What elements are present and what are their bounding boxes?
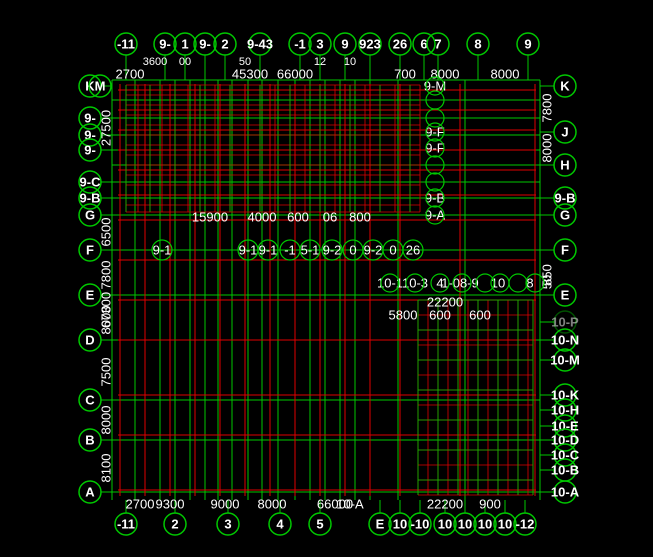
grid-bubble-label: -10 <box>411 517 430 532</box>
grid-bubble-label: -1 <box>294 37 306 52</box>
grid-bubble-label: 10-N <box>551 333 579 348</box>
grid-bubble-label: F <box>86 243 94 258</box>
dim-left: 7500 <box>99 358 114 387</box>
grid-bubble-label: 10 <box>393 517 407 532</box>
grid-bubble-label: 9- <box>199 37 211 52</box>
grid-bubble-label: E <box>376 517 385 532</box>
dim-top2: 50 <box>239 56 251 68</box>
mid-label: 9-1 <box>259 243 278 258</box>
grid-bubble-label: B <box>85 433 94 448</box>
grid-bubble-label: 10 <box>458 517 472 532</box>
mid-label: 9-1 <box>239 243 258 258</box>
grid-bubble-label: 9 <box>341 37 348 52</box>
grid-bubble-label: E <box>86 288 95 303</box>
grid-bubble-label: D <box>85 333 94 348</box>
grid-bubble-label: 10-B <box>551 463 579 478</box>
grid-bubble-label: 5 <box>316 517 323 532</box>
mid-label: 06 <box>323 210 337 225</box>
grid-bubble-label: -12 <box>516 517 535 532</box>
grid-bubble-label: G <box>85 208 95 223</box>
grid-bubble-label: M <box>95 79 106 94</box>
grid-bubble-label: 2 <box>221 37 228 52</box>
mid-label: 600 <box>469 308 491 323</box>
dim-top2: 3600 <box>143 56 167 68</box>
dim-top2: 12 <box>314 56 326 68</box>
dim-left: 7800 <box>99 261 114 290</box>
grid-bubble-label: 10-K <box>551 388 580 403</box>
dim-bottom: 9300 <box>156 497 185 512</box>
mid-label: 9-1 <box>153 243 172 258</box>
dim-bottom: 8000 <box>258 497 287 512</box>
grid-bubble-label: 4 <box>276 517 284 532</box>
grid-bubble-label: A <box>85 485 95 500</box>
grid-bubble-label: 2 <box>171 517 178 532</box>
grid-bubble-label: 3 <box>224 517 231 532</box>
grid-bubble-label: -11 <box>117 37 135 52</box>
dim-bottom: 900 <box>479 497 501 512</box>
grid-bubble-label: 26 <box>393 37 407 52</box>
grid-bubble-label: J <box>561 125 568 140</box>
grid-bubble-label: 10-D <box>551 433 579 448</box>
grid-bubble-label: 10-P <box>551 315 579 330</box>
grid-bubble-label: 9- <box>84 143 96 158</box>
grid-bubble-label: 9 <box>524 37 531 52</box>
grid-bubble-label: 8 <box>474 37 481 52</box>
mid-label: 800 <box>349 210 371 225</box>
dim-top: 45300 <box>232 67 268 82</box>
grid-bubble-label: H <box>560 158 569 173</box>
dim-top: 8000 <box>491 67 520 82</box>
dim-bottom: 10-A <box>336 497 364 512</box>
dim-left: 8000 <box>99 306 114 335</box>
mid-label: 4000 <box>248 210 277 225</box>
dim-top: 700 <box>394 67 416 82</box>
grid-bubble-label: 10-C <box>551 448 580 463</box>
mid-label: 9-2 <box>323 243 342 258</box>
dim-left: 8000 <box>99 406 114 435</box>
mid-label: 600 <box>287 210 309 225</box>
dim-right: 8000 <box>540 134 555 163</box>
grid-bubble-label: 10-M <box>550 353 580 368</box>
mid-label: 0 <box>349 243 356 258</box>
grid-bubble-label: 923 <box>359 37 381 52</box>
mid-label: -1 <box>284 243 296 258</box>
grid-bubble-label: 9- <box>159 37 171 52</box>
mid-label: 15900 <box>192 210 228 225</box>
mid-label: 5800 <box>389 308 418 323</box>
dim-top: 66000 <box>277 67 313 82</box>
dim-bottom: 2700 <box>126 497 155 512</box>
grid-bubble-label: 1 <box>181 37 188 52</box>
grid-bubble-label: 7 <box>434 37 441 52</box>
grid-bubble-label: 10-A <box>551 485 580 500</box>
dim-top2: 10 <box>344 56 356 68</box>
dim-top: 2700 <box>116 67 145 82</box>
mid-label: 26 <box>406 243 420 258</box>
grid-bubble-label: 10 <box>478 517 492 532</box>
mid-label: 9-2 <box>364 243 383 258</box>
dim-top2: 00 <box>179 56 191 68</box>
grid-bubble-label: F <box>561 243 569 258</box>
dim-left: 27500 <box>99 110 114 146</box>
grid-bubble-label: E <box>561 288 570 303</box>
grid-bubble-label: 9-43 <box>247 37 273 52</box>
grid-bubble-label: 10 <box>438 517 452 532</box>
dim-right: 7800 <box>540 94 555 123</box>
grid-bubble-label: 10-E <box>551 419 579 434</box>
grid-bubble-label: C <box>85 393 95 408</box>
mid-label: 0 <box>389 243 396 258</box>
mid-bubble-2 <box>509 274 527 292</box>
grid-bubble-label: -11 <box>117 517 135 532</box>
mid-label: 5-1 <box>301 243 320 258</box>
mid-label: 600 <box>429 308 451 323</box>
grid-bubble-label: G <box>560 208 570 223</box>
grid-bubble-label: K <box>560 79 570 94</box>
cad-drawing: KM9-9-9-9-C9-BGFEDCBAKJH9-BGFE10-P10-N10… <box>0 0 653 557</box>
dim-bottom: 22200 <box>427 497 463 512</box>
dim-bottom: 9000 <box>211 497 240 512</box>
grid-bubble-label: 10 <box>498 517 512 532</box>
grid-bubble-label: 3 <box>316 37 323 52</box>
dim-left: 6500 <box>99 218 114 247</box>
dim-left: 8100 <box>99 454 114 483</box>
